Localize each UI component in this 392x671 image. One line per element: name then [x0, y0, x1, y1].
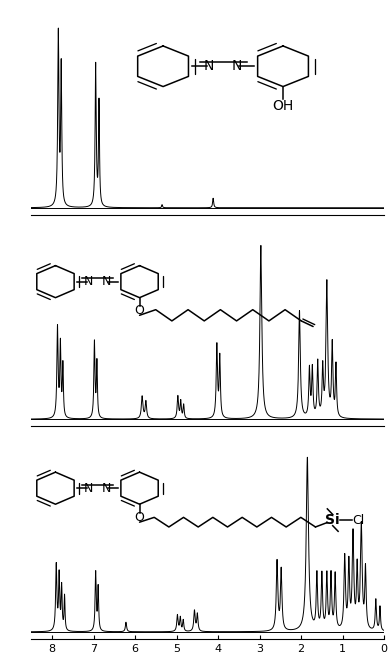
Text: Cl: Cl: [352, 513, 365, 527]
Text: N: N: [204, 59, 214, 73]
Text: O: O: [134, 305, 145, 317]
Text: OH: OH: [272, 99, 294, 113]
Text: O: O: [134, 511, 145, 524]
Text: N: N: [102, 482, 111, 495]
Text: N: N: [83, 275, 93, 288]
Text: N: N: [102, 275, 111, 288]
Text: N: N: [83, 482, 93, 495]
Text: N: N: [232, 59, 242, 73]
Text: Si: Si: [325, 513, 340, 527]
